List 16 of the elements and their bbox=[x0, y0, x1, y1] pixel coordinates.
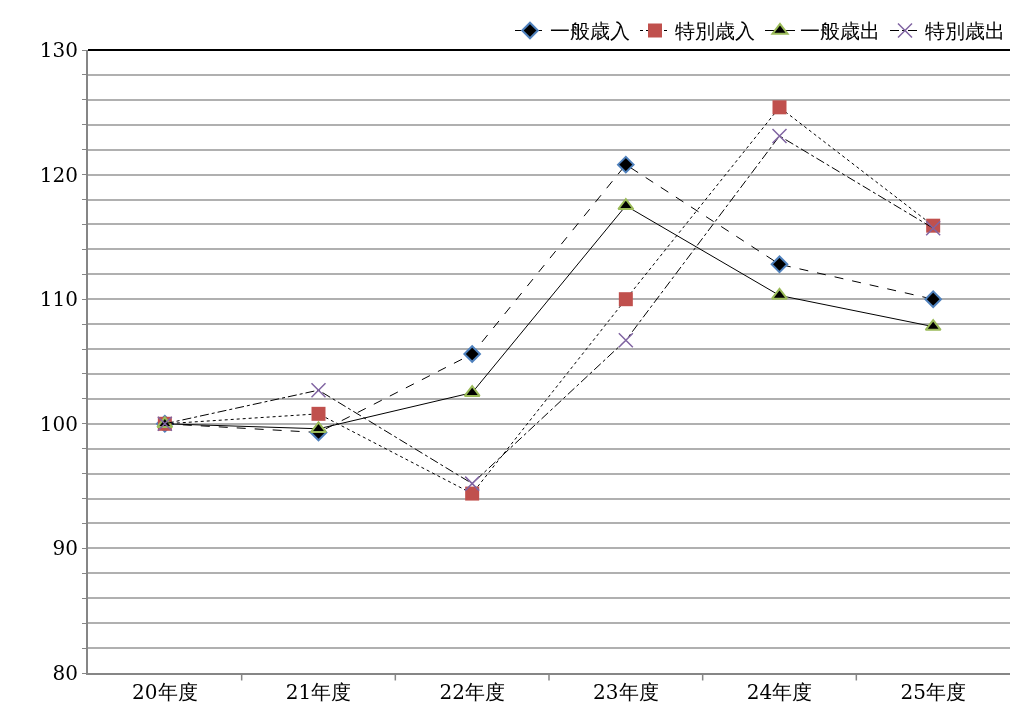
x-tick-label: 20年度 bbox=[132, 680, 198, 704]
legend-label: 一般歳入 bbox=[550, 19, 630, 44]
legend-label: 特別歳出 bbox=[925, 19, 1005, 44]
x-tick-label: 24年度 bbox=[746, 680, 813, 704]
y-tick-label: 100 bbox=[39, 411, 78, 436]
y-tick-label: 90 bbox=[52, 536, 78, 561]
legend-label: 一般歳出 bbox=[800, 19, 880, 44]
y-tick-label: 80 bbox=[52, 661, 78, 685]
legend-label: 特別歳入 bbox=[675, 19, 755, 44]
y-tick-label: 130 bbox=[39, 38, 78, 62]
y-tick-label: 120 bbox=[39, 162, 78, 187]
x-tick-label: 21年度 bbox=[285, 680, 352, 704]
y-tick-label: 110 bbox=[39, 287, 78, 312]
x-tick-label: 23年度 bbox=[593, 680, 659, 704]
x-tick-label: 22年度 bbox=[439, 680, 505, 704]
x-tick-label: 25年度 bbox=[900, 680, 966, 704]
